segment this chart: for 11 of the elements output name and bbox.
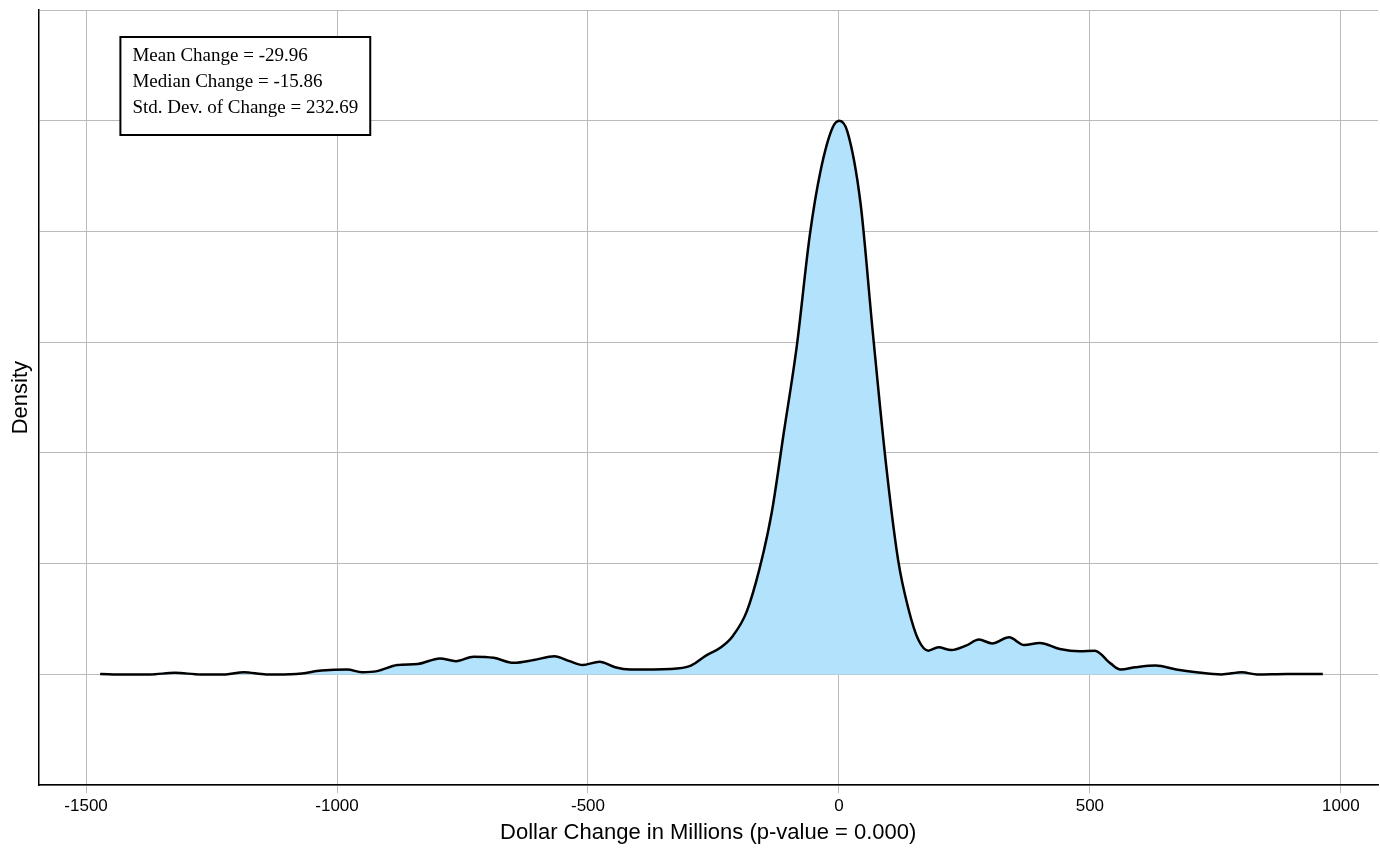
y-axis-title: Density bbox=[7, 360, 33, 435]
x-tick-label: 0 bbox=[834, 796, 844, 816]
text: Mean Change = -29.96 bbox=[132, 44, 308, 66]
text: Median Change = -15.86 bbox=[132, 70, 323, 92]
x-tick-label: 1000 bbox=[1321, 796, 1360, 816]
x-tick-label: -500 bbox=[570, 796, 606, 816]
x-tick-label: -1500 bbox=[64, 796, 108, 816]
x-tick-label: 500 bbox=[1075, 796, 1105, 816]
x-axis-title: Dollar Change in Millions (p-value = 0.000) bbox=[500, 818, 917, 844]
text: Std. Dev. of Change = 232.69 bbox=[132, 96, 359, 118]
x-tick-label: -1000 bbox=[315, 796, 359, 816]
